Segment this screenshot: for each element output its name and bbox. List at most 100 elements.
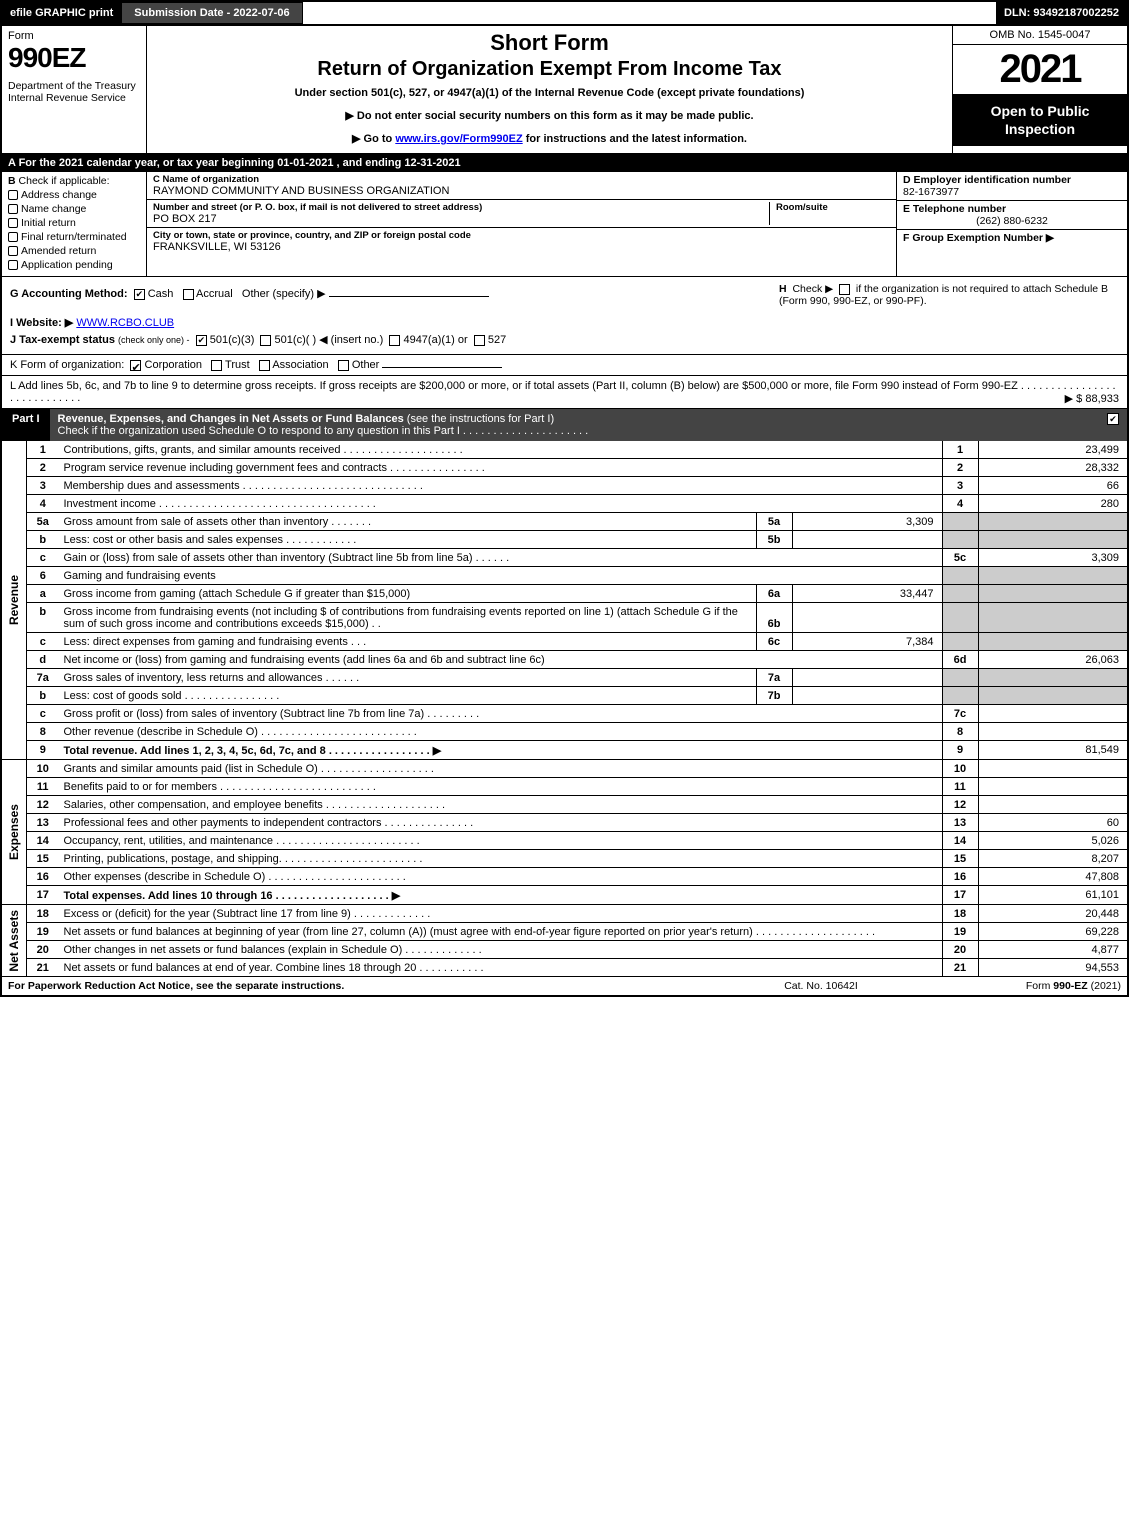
- l6c-subval: 7,384: [792, 633, 942, 651]
- group-exemption-cell: F Group Exemption Number ▶: [897, 230, 1127, 276]
- chk-final-return-label: Final return/terminated: [21, 231, 127, 243]
- org-city-value: FRANKSVILLE, WI 53126: [153, 241, 890, 253]
- l7b-desc: Less: cost of goods sold . . . . . . . .…: [59, 687, 757, 705]
- line-h: H Check ▶ if the organization is not req…: [769, 283, 1119, 350]
- l7a-shade1: [942, 669, 978, 687]
- part1-title-rest: (see the instructions for Part I): [404, 413, 554, 425]
- l4-val: 280: [978, 495, 1128, 513]
- chk-cash[interactable]: [134, 289, 145, 300]
- l1-val: 23,499: [978, 441, 1128, 459]
- bullet-goto-post: for instructions and the latest informat…: [523, 133, 747, 145]
- chk-501c3[interactable]: [196, 335, 207, 346]
- row-17: 17 Total expenses. Add lines 10 through …: [1, 886, 1128, 905]
- chk-name-change[interactable]: Name change: [8, 203, 140, 215]
- room-label: Room/suite: [776, 202, 890, 213]
- line-i: I Website: ▶ WWW.RCBO.CLUB: [10, 316, 769, 329]
- l8-num: 8: [27, 723, 59, 741]
- part1-title-bold: Revenue, Expenses, and Changes in Net As…: [58, 413, 404, 425]
- form-label: Form: [8, 30, 140, 42]
- footer-cat: Cat. No. 10642I: [721, 980, 921, 992]
- l15-linenum: 15: [942, 850, 978, 868]
- l6b-sublabel: 6b: [756, 603, 792, 633]
- l20-linenum: 20: [942, 941, 978, 959]
- chk-amended-return[interactable]: Amended return: [8, 245, 140, 257]
- chk-cash-label: Cash: [148, 288, 174, 300]
- l20-num: 20: [27, 941, 59, 959]
- l14-desc: Occupancy, rent, utilities, and maintena…: [59, 832, 943, 850]
- chk-final-return[interactable]: Final return/terminated: [8, 231, 140, 243]
- part1-check-cell: ✔: [1099, 409, 1127, 441]
- chk-527-label: 527: [488, 334, 506, 346]
- l6b-shade1: [942, 603, 978, 633]
- row-18: Net Assets 18 Excess or (deficit) for th…: [1, 905, 1128, 923]
- l5c-num: c: [27, 549, 59, 567]
- chk-other-org-label: Other: [352, 359, 380, 371]
- l6b-subval: [792, 603, 942, 633]
- chk-4947[interactable]: [389, 335, 400, 346]
- website-link[interactable]: WWW.RCBO.CLUB: [76, 317, 174, 329]
- l6b-desc: Gross income from fundraising events (no…: [59, 603, 757, 633]
- l7a-shade2: [978, 669, 1128, 687]
- org-addr-cell: Number and street (or P. O. box, if mail…: [147, 200, 896, 228]
- chk-initial-return[interactable]: Initial return: [8, 217, 140, 229]
- l5a-shade1: [942, 513, 978, 531]
- efile-label[interactable]: efile GRAPHIC print: [2, 2, 121, 24]
- l5a-subval: 3,309: [792, 513, 942, 531]
- chk-schedule-b[interactable]: [839, 284, 850, 295]
- chk-527[interactable]: [474, 335, 485, 346]
- chk-corporation[interactable]: ✔: [130, 360, 141, 371]
- l16-val: 47,808: [978, 868, 1128, 886]
- l7c-num: c: [27, 705, 59, 723]
- l17-val: 61,101: [978, 886, 1128, 905]
- l6a-shade1: [942, 585, 978, 603]
- l14-linenum: 14: [942, 832, 978, 850]
- chk-association[interactable]: [259, 360, 270, 371]
- omb-number: OMB No. 1545-0047: [953, 26, 1127, 45]
- l14-num: 14: [27, 832, 59, 850]
- l5b-shade2: [978, 531, 1128, 549]
- dln-label: DLN: 93492187002252: [996, 2, 1127, 24]
- header-center: Short Form Return of Organization Exempt…: [147, 26, 952, 153]
- row-5b: b Less: cost or other basis and sales ex…: [1, 531, 1128, 549]
- row-2: 2 Program service revenue including gove…: [1, 459, 1128, 477]
- footer-right: Form 990-EZ (2021): [921, 980, 1121, 992]
- chk-4947-label: 4947(a)(1) or: [403, 334, 467, 346]
- chk-other-org[interactable]: [338, 360, 349, 371]
- chk-trust-label: Trust: [225, 359, 250, 371]
- l5c-linenum: 5c: [942, 549, 978, 567]
- chk-address-change[interactable]: Address change: [8, 189, 140, 201]
- chk-accrual[interactable]: [183, 289, 194, 300]
- row-21: 21 Net assets or fund balances at end of…: [1, 959, 1128, 977]
- chk-501c[interactable]: [260, 335, 271, 346]
- l6-shade1: [942, 567, 978, 585]
- irs-link[interactable]: www.irs.gov/Form990EZ: [395, 133, 522, 145]
- l7c-val: [978, 705, 1128, 723]
- chk-schedule-o[interactable]: ✔: [1107, 413, 1119, 425]
- ein-value: 82-1673977: [903, 186, 1121, 198]
- g-other-label: Other (specify) ▶: [242, 288, 326, 300]
- h-check-text: Check ▶: [792, 283, 833, 295]
- l19-val: 69,228: [978, 923, 1128, 941]
- chk-trust[interactable]: [211, 360, 222, 371]
- line-l: L Add lines 5b, 6c, and 7b to line 9 to …: [0, 376, 1129, 409]
- open-inspection: Open to Public Inspection: [953, 94, 1127, 146]
- chk-corporation-label: Corporation: [145, 359, 202, 371]
- l6d-desc: Net income or (loss) from gaming and fun…: [59, 651, 943, 669]
- l16-desc: Other expenses (describe in Schedule O) …: [59, 868, 943, 886]
- l7a-num: 7a: [27, 669, 59, 687]
- l21-val: 94,553: [978, 959, 1128, 977]
- chk-application-pending[interactable]: Application pending: [8, 259, 140, 271]
- chk-application-pending-label: Application pending: [21, 259, 113, 271]
- l1-linenum: 1: [942, 441, 978, 459]
- k-other-input[interactable]: [382, 367, 502, 368]
- l9-val: 81,549: [978, 741, 1128, 760]
- l18-num: 18: [27, 905, 59, 923]
- bullet-goto: ▶ Go to www.irs.gov/Form990EZ for instru…: [352, 132, 747, 145]
- dept-label: Department of the Treasury Internal Reve…: [8, 80, 140, 104]
- g-other-input[interactable]: [329, 296, 489, 297]
- bcd-row: B Check if applicable: Address change Na…: [0, 172, 1129, 277]
- l6-desc: Gaming and fundraising events: [59, 567, 943, 585]
- l12-val: [978, 796, 1128, 814]
- row-1: Revenue 1 Contributions, gifts, grants, …: [1, 441, 1128, 459]
- l19-desc: Net assets or fund balances at beginning…: [59, 923, 943, 941]
